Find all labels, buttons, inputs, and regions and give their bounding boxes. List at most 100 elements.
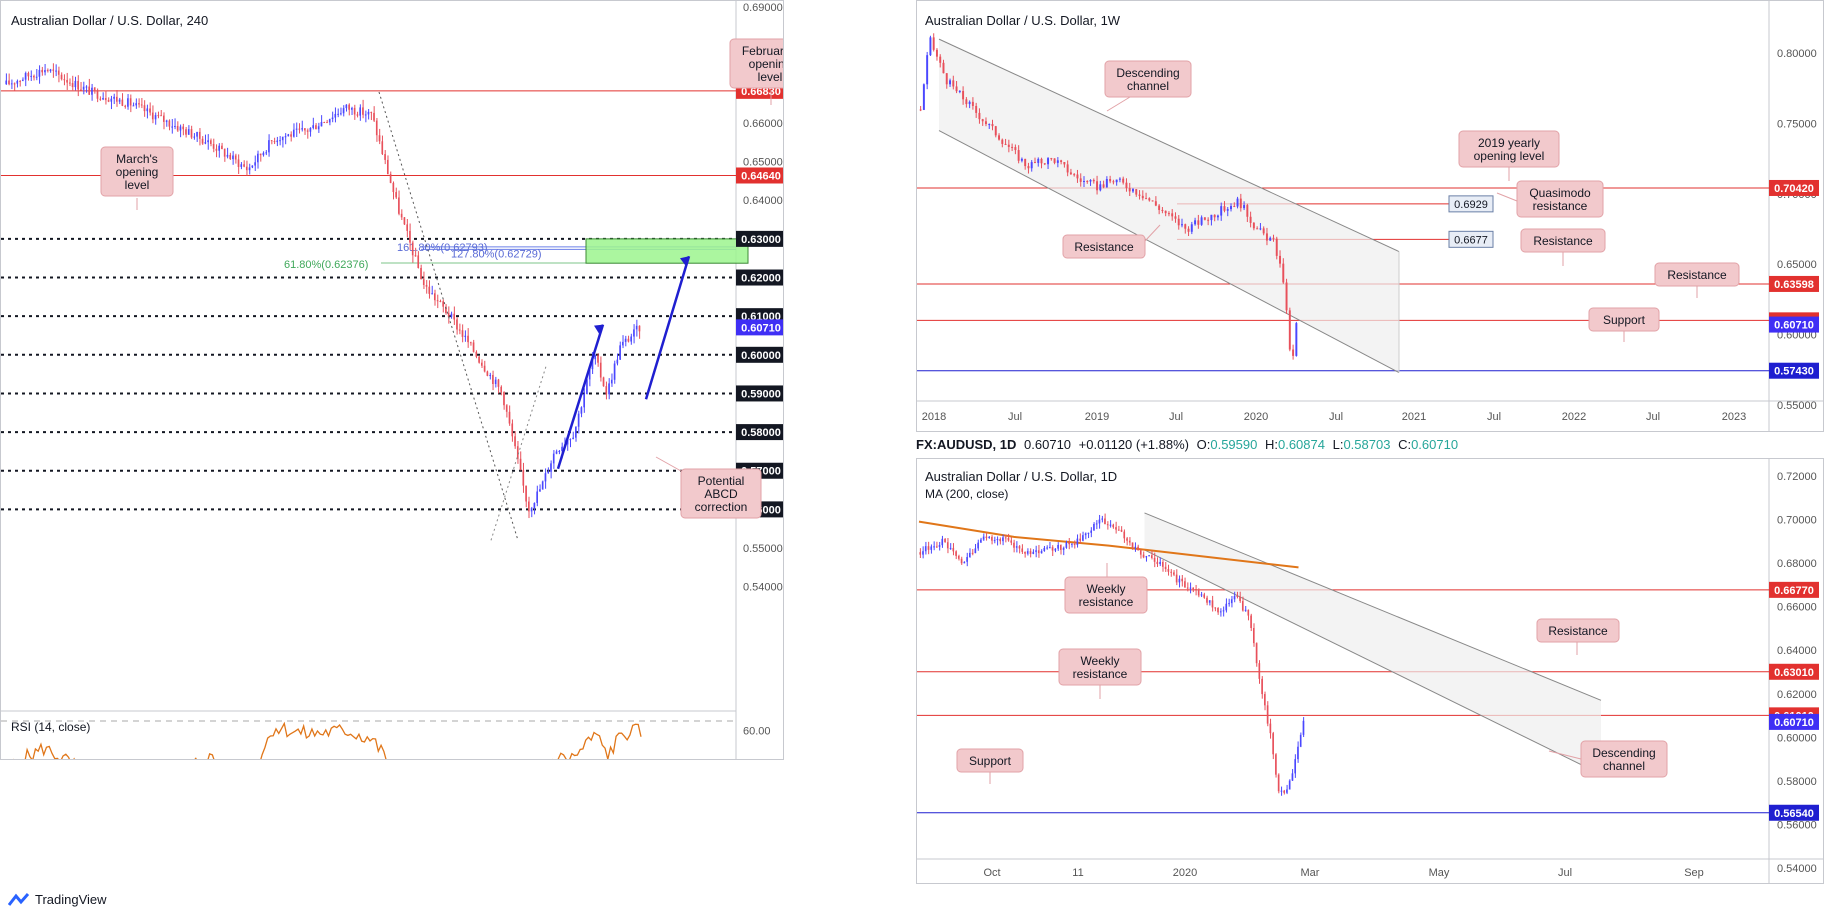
candle-body <box>1252 222 1255 229</box>
h4-chart-svg[interactable]: 161.80%(0.62793)127.80%(0.62729) 61.80%(0… <box>1 1 784 760</box>
daily-chart-title: Australian Dollar / U.S. Dollar, 1D <box>925 469 1118 484</box>
h4-abcd-leg-arrow <box>556 324 605 470</box>
candle-body <box>320 122 323 127</box>
candle-body <box>1288 780 1291 790</box>
candle-body <box>1053 158 1056 163</box>
candle-body <box>1112 524 1115 528</box>
candle-body <box>68 82 71 84</box>
candle-body <box>243 164 245 167</box>
candle-body <box>187 129 190 135</box>
candle-body <box>348 104 350 110</box>
candle-body <box>1150 555 1153 558</box>
high-value: 0.60874 <box>1277 437 1325 452</box>
candle-body <box>179 126 182 131</box>
candle-body <box>118 99 121 102</box>
candle-body <box>102 97 104 100</box>
h4-callout-february-text: opening <box>749 57 784 71</box>
candle-body <box>1177 218 1180 226</box>
candle-body <box>583 394 585 408</box>
w-level-box-label: 0.6677 <box>1454 234 1488 246</box>
candle-body <box>1154 201 1157 206</box>
h4-arrowhead <box>680 256 689 267</box>
candle-body <box>248 167 251 171</box>
candle-body <box>1233 206 1236 208</box>
candle-body <box>949 80 951 85</box>
candle-body <box>182 126 185 130</box>
w-x-tick: Jul <box>1487 411 1501 423</box>
daily-chart-svg[interactable]: 0.72000 0.70000 0.68000 0.66000 0.64000 0.620… <box>917 459 1824 884</box>
candle-body <box>290 134 292 137</box>
candle-body <box>483 365 486 372</box>
candle-body <box>1175 574 1178 583</box>
d-channel-lower <box>1144 549 1602 775</box>
h4-trend-dotted <box>378 91 519 541</box>
rsi-label: RSI (14, close) <box>11 720 91 734</box>
candle-body <box>373 112 375 121</box>
tradingview-logo[interactable]: TradingView <box>8 892 107 907</box>
candle-body <box>991 536 993 541</box>
candle-body <box>60 74 63 80</box>
candle-body <box>1156 561 1159 565</box>
candle-body <box>1134 546 1137 548</box>
candle-body <box>1247 609 1250 616</box>
candle-body <box>919 552 922 555</box>
candle-body <box>292 129 295 137</box>
candle-body <box>569 439 572 441</box>
candle-body <box>1167 569 1170 572</box>
candle-body <box>505 405 508 412</box>
candle-body <box>262 152 265 156</box>
candle-body <box>1200 594 1203 596</box>
w-price-tag-bg <box>1769 316 1819 333</box>
candle-body <box>475 351 478 357</box>
candle-body <box>445 306 447 314</box>
candle-body <box>984 121 987 125</box>
candle-body <box>1118 178 1121 180</box>
h4-fib-label-61: 61.80%(0.62376) <box>284 259 368 271</box>
candle-body <box>942 62 945 74</box>
candle-body <box>1283 790 1285 793</box>
candle-body <box>331 117 334 120</box>
d-x-tick: May <box>1429 867 1450 879</box>
candle-body <box>952 80 955 87</box>
candle-body <box>77 80 79 90</box>
candle-body <box>268 140 270 153</box>
candle-body <box>1259 228 1262 230</box>
close-label: C: <box>1398 437 1412 452</box>
candle-body <box>35 76 38 78</box>
candle-body <box>1141 195 1144 199</box>
candle-body <box>127 98 129 107</box>
candle-body <box>304 128 306 131</box>
candle-body <box>1233 595 1236 600</box>
chart-panel-daily[interactable]: 0.72000 0.70000 0.68000 0.66000 0.64000 0.620… <box>916 458 1824 884</box>
chart-panel-h4[interactable]: 161.80%(0.62793) 127.80%(0.62729) 61.80%(0… <box>0 0 784 760</box>
candle-body <box>1178 578 1181 583</box>
candle-body <box>1194 220 1197 225</box>
candle-body <box>929 37 932 56</box>
w-y-tick: 0.80000 <box>1777 48 1817 60</box>
candle-body <box>1181 224 1183 226</box>
candle-body <box>525 485 527 502</box>
candle-body <box>1203 594 1206 598</box>
candle-body <box>541 481 544 490</box>
candle-body <box>276 140 279 143</box>
candle-body <box>356 114 359 116</box>
candle-body <box>939 56 942 63</box>
candle-body <box>1226 209 1229 211</box>
candle-body <box>594 355 597 360</box>
candle-body <box>996 538 999 541</box>
candle-body <box>945 73 948 85</box>
candle-body <box>1219 611 1222 613</box>
candle-body <box>528 501 530 512</box>
h4-y-tick: 0.54000 <box>743 582 783 594</box>
candle-body <box>988 124 991 126</box>
candle-body <box>21 79 24 81</box>
d-y-tick: 0.66000 <box>1777 602 1817 614</box>
candle-body <box>530 508 533 512</box>
candle-body <box>33 75 35 78</box>
candle-body <box>1288 310 1291 350</box>
candle-body <box>610 379 613 384</box>
candle-body <box>1148 555 1150 557</box>
candle-body <box>1089 179 1092 182</box>
